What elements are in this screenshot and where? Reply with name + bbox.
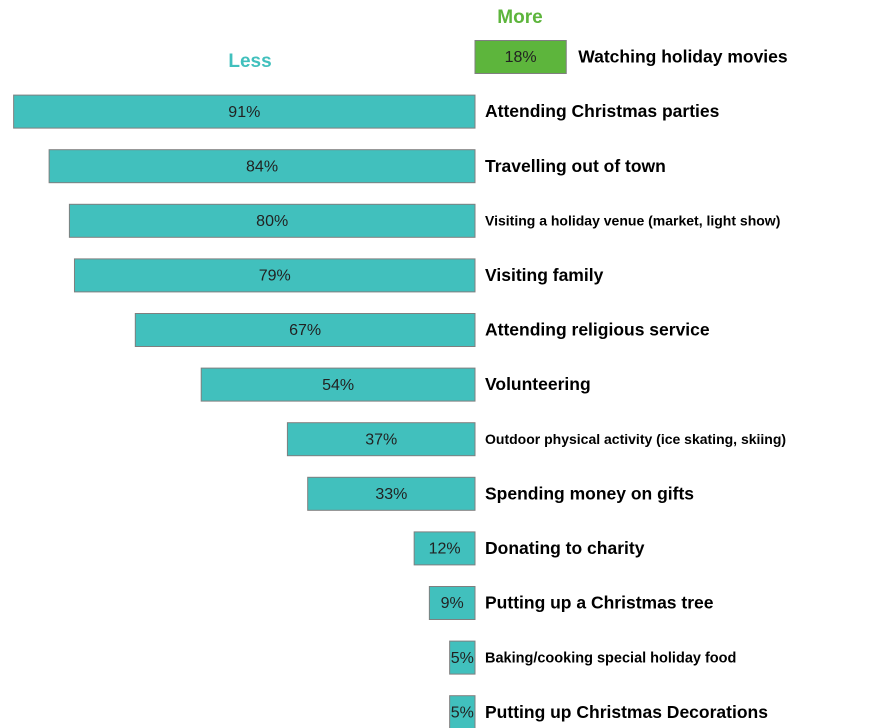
category-label: Attending Christmas parties [485,101,720,121]
value-label: 67% [289,322,321,339]
bar [449,640,476,675]
bar [428,586,476,620]
bar [474,40,567,74]
category-label: Watching holiday movies [578,47,788,67]
bar [48,149,476,184]
value-label: 91% [228,104,260,121]
category-label: Visiting a holiday venue (market, light … [485,213,780,229]
category-label: Putting up a Christmas tree [485,593,714,613]
value-label: 12% [429,541,461,558]
value-label: 33% [375,486,407,503]
value-label: 37% [365,431,397,448]
category-label: Putting up Christmas Decorations [485,702,768,722]
category-label: Visiting family [485,265,604,285]
bar [449,695,476,728]
category-label: Donating to charity [485,538,645,558]
category-label: Outdoor physical activity (ice skating, … [485,431,786,447]
bar [73,258,476,293]
bar [68,203,476,238]
category-label: Spending money on gifts [485,483,694,503]
bar [307,476,476,511]
bar [413,531,476,566]
bar [286,422,476,457]
category-label: Volunteering [485,374,591,394]
category-label: Attending religious service [485,320,710,340]
bar [13,94,476,129]
legend-more: More [497,7,542,28]
legend-less: Less [228,51,271,72]
value-label: 84% [246,158,278,175]
value-label: 79% [259,268,291,285]
value-label: 54% [322,377,354,394]
value-label: 5% [451,650,474,667]
value-label: 5% [451,704,474,721]
value-label: 80% [256,213,288,230]
bar [134,313,476,347]
value-label: 18% [505,49,537,66]
category-label: Travelling out of town [485,156,666,176]
bar [200,367,476,402]
value-label: 9% [441,595,464,612]
category-label: Baking/cooking special holiday food [485,650,736,666]
